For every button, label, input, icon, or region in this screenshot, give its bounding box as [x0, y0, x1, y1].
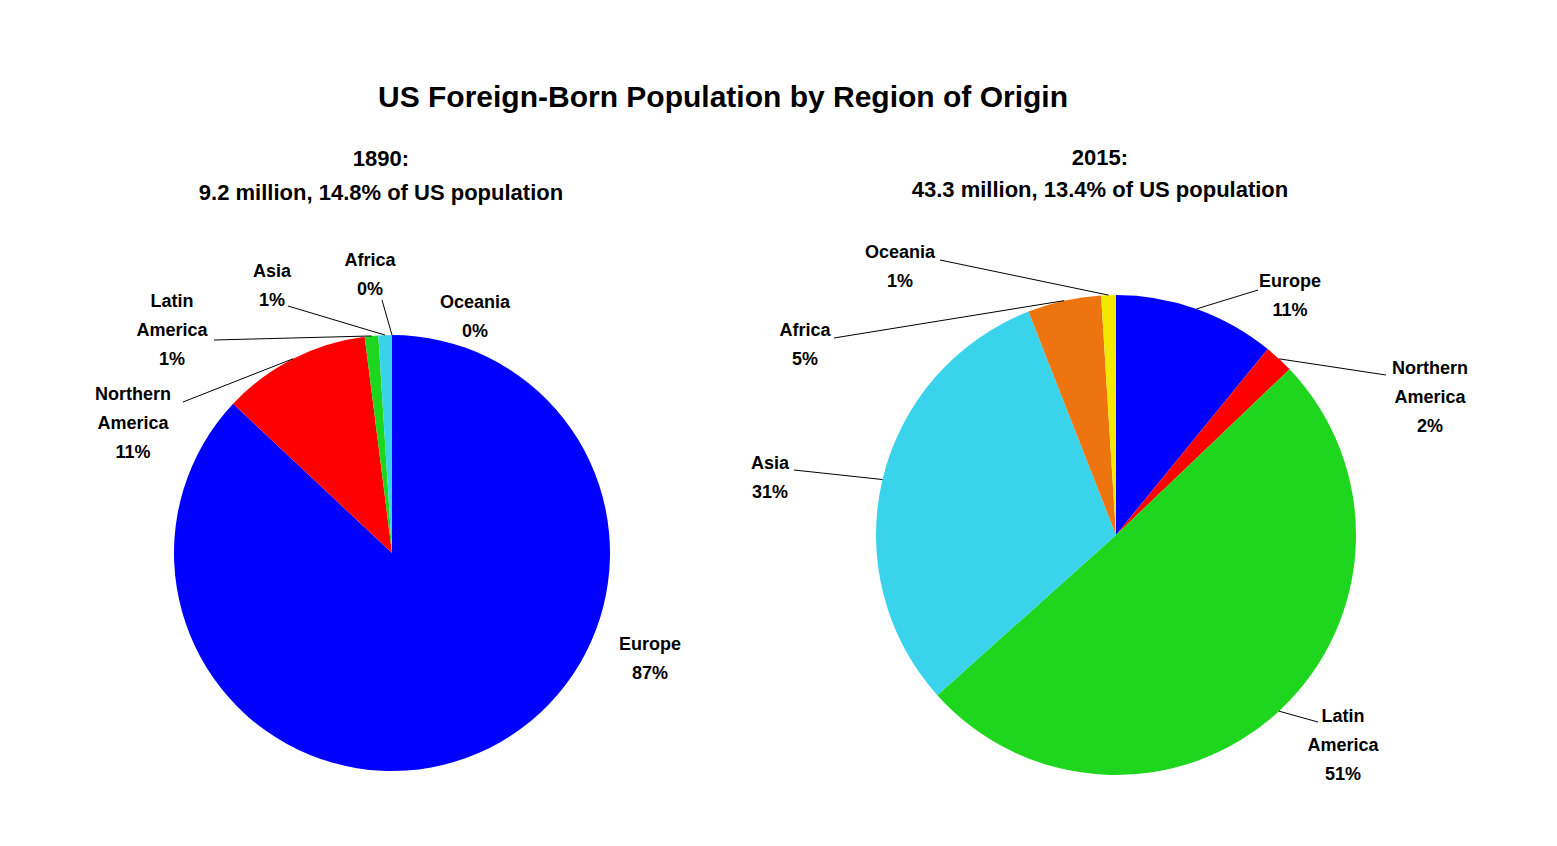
chart-title: 2015:	[1072, 145, 1128, 170]
value-label: 5%	[792, 349, 818, 369]
pie-slice	[1101, 295, 1116, 535]
chart-subtitle: 43.3 million, 13.4% of US population	[912, 177, 1289, 202]
pie-chart: 1890: 9.2 million, 14.8% of US population…	[95, 146, 681, 771]
leader-line	[1279, 359, 1386, 375]
category-label: Oceania	[865, 242, 936, 262]
category-label: Europe	[619, 634, 681, 654]
category-label: Europe	[1259, 271, 1321, 291]
leader-line	[183, 359, 293, 402]
data-labels: Europe 87% NorthernAmerica 11% LatinAmerica 1…	[95, 250, 681, 683]
leader-line	[288, 306, 385, 335]
leader-line	[382, 300, 392, 335]
chart-root: US Foreign-Born Population by Region of …	[0, 0, 1557, 846]
slices	[174, 335, 610, 771]
chart-subtitle: 9.2 million, 14.8% of US population	[199, 180, 563, 205]
category-label: NorthernAmerica	[95, 384, 171, 433]
pie-slice	[392, 335, 393, 553]
leader-line	[214, 336, 371, 340]
leader-line	[940, 260, 1109, 295]
value-label: 87%	[632, 663, 668, 683]
slices	[876, 295, 1356, 775]
value-label: 0%	[357, 279, 383, 299]
leader-line	[1279, 711, 1318, 722]
pie-slice	[233, 337, 392, 553]
pie-slice	[378, 335, 392, 553]
category-label: Africa	[344, 250, 396, 270]
category-label: Oceania	[440, 292, 511, 312]
pie-slice	[174, 335, 610, 771]
leader-line	[1197, 290, 1258, 309]
category-label: Africa	[779, 320, 831, 340]
value-label: 1%	[259, 290, 285, 310]
value-label: 11%	[115, 442, 150, 462]
value-label: 1%	[159, 349, 185, 369]
category-label: Asia	[253, 261, 292, 281]
leader-line	[794, 470, 883, 480]
main-title: US Foreign-Born Population by Region of …	[378, 80, 1068, 113]
chart-title: 1890:	[353, 146, 409, 171]
value-label: 0%	[462, 321, 488, 341]
pie-chart: 2015: 43.3 million, 13.4% of US populatio…	[751, 145, 1468, 784]
category-label: LatinAmerica	[136, 291, 208, 340]
data-labels: Europe 11% NorthernAmerica 2% LatinAmerica 51…	[751, 242, 1468, 784]
pie-slice	[1028, 295, 1116, 535]
leader-line	[834, 301, 1064, 338]
pie-slice	[392, 335, 393, 553]
category-label: NorthernAmerica	[1392, 358, 1468, 407]
value-label: 51%	[1325, 764, 1361, 784]
value-label: 1%	[887, 271, 913, 291]
value-label: 2%	[1417, 416, 1443, 436]
value-label: 11%	[1272, 300, 1307, 320]
value-label: 31%	[752, 482, 788, 502]
category-label: Asia	[751, 453, 790, 473]
pie-slice	[365, 335, 392, 553]
category-label: LatinAmerica	[1307, 706, 1379, 755]
